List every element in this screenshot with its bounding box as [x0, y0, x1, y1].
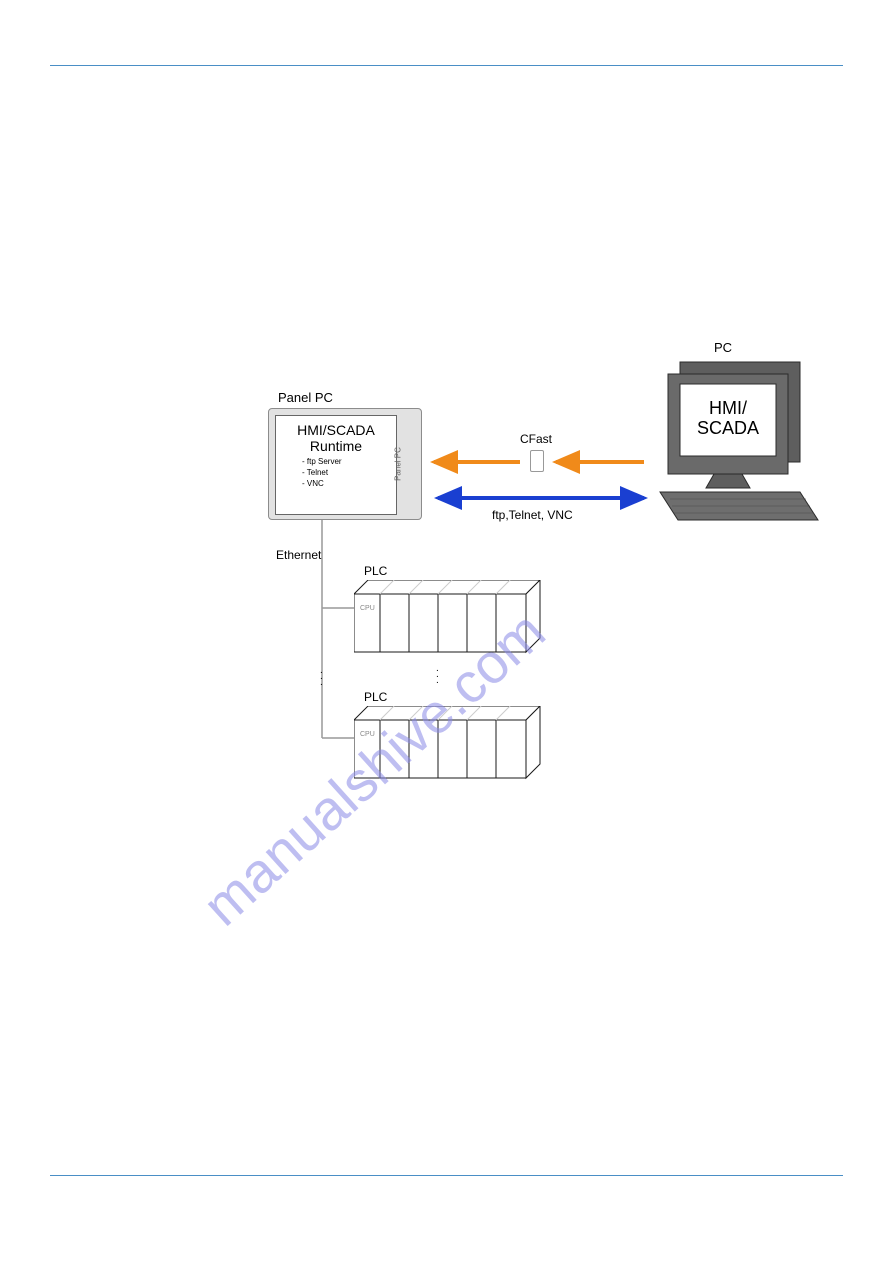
panel-pc-side-label: Panel PC: [394, 447, 403, 481]
panel-bullet: - VNC: [302, 478, 396, 489]
ellipsis-dots: ...: [320, 668, 323, 686]
panel-screen-bullets: - ftp Server - Telnet - VNC: [276, 456, 396, 490]
panel-pc: HMI/SCADA Runtime - ftp Server - Telnet …: [268, 408, 422, 520]
panel-screen-title: HMI/SCADA: [276, 422, 396, 438]
panel-pc-screen: HMI/SCADA Runtime - ftp Server - Telnet …: [275, 415, 397, 515]
pc-icon: HMI/ SCADA: [650, 354, 820, 524]
plc-label-1: PLC: [364, 564, 387, 578]
pc-screen-text1: HMI/: [709, 398, 747, 418]
plc-label-2: PLC: [364, 690, 387, 704]
panel-bullet: - Telnet: [302, 467, 396, 478]
plc-rack-2: CPU: [354, 706, 534, 780]
panel-pc-label: Panel PC: [278, 390, 333, 405]
bottom-rule: [50, 1175, 843, 1176]
pc: HMI/ SCADA: [650, 354, 820, 514]
ellipsis-dots: ...: [436, 666, 439, 684]
plc-rack-1: CPU: [354, 580, 534, 654]
svg-text:CPU: CPU: [360, 605, 375, 612]
ethernet-label: Ethernet: [276, 548, 321, 562]
panel-bullet: - ftp Server: [302, 456, 396, 467]
diagram: Panel PC HMI/SCADA Runtime - ftp Server …: [230, 338, 840, 898]
cfast-card: [530, 450, 544, 472]
pc-label: PC: [714, 340, 732, 355]
panel-screen-subtitle: Runtime: [276, 438, 396, 454]
svg-text:CPU: CPU: [360, 731, 375, 738]
pc-screen-text2: SCADA: [697, 418, 759, 438]
cfast-label: CFast: [520, 432, 552, 446]
top-rule: [50, 65, 843, 66]
ftp-telnet-vnc-label: ftp,Telnet, VNC: [492, 508, 573, 522]
